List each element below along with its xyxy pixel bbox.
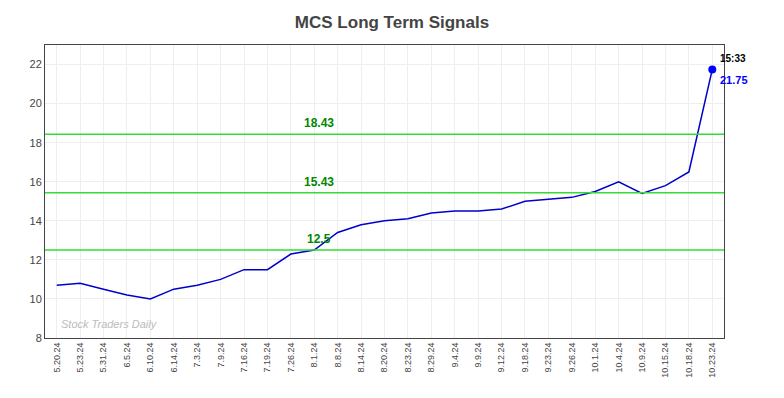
svg-text:14: 14 [30,215,42,227]
svg-text:10.4.24: 10.4.24 [614,343,624,373]
svg-text:10.18.24: 10.18.24 [684,343,694,378]
svg-text:15:33: 15:33 [720,53,746,64]
svg-text:5.23.24: 5.23.24 [75,343,85,373]
svg-text:16: 16 [30,176,42,188]
svg-text:8: 8 [36,332,42,344]
svg-text:7.3.24: 7.3.24 [192,343,202,368]
svg-text:Stock Traders Daily: Stock Traders Daily [61,318,158,330]
svg-text:5.20.24: 5.20.24 [52,343,62,373]
svg-text:20: 20 [30,97,42,109]
svg-text:9.9.24: 9.9.24 [473,343,483,368]
svg-text:9.26.24: 9.26.24 [567,343,577,373]
svg-text:7.19.24: 7.19.24 [262,343,272,373]
svg-text:8.20.24: 8.20.24 [379,343,389,373]
svg-text:7.16.24: 7.16.24 [239,343,249,373]
svg-text:15.43: 15.43 [304,175,334,189]
svg-text:10.23.24: 10.23.24 [707,343,717,378]
svg-text:6.5.24: 6.5.24 [122,343,132,368]
svg-text:18: 18 [30,137,42,149]
svg-text:8.23.24: 8.23.24 [403,343,413,373]
svg-text:9.4.24: 9.4.24 [450,343,460,368]
svg-text:8.14.24: 8.14.24 [356,343,366,373]
svg-text:10: 10 [30,293,42,305]
svg-text:22: 22 [30,58,42,70]
svg-text:9.12.24: 9.12.24 [496,343,506,373]
svg-text:8.29.24: 8.29.24 [426,343,436,373]
svg-text:7.9.24: 7.9.24 [216,343,226,368]
svg-text:12: 12 [30,254,42,266]
svg-text:5.31.24: 5.31.24 [98,343,108,373]
svg-text:9.23.24: 9.23.24 [543,343,553,373]
svg-text:10.15.24: 10.15.24 [660,343,670,378]
svg-text:21.75: 21.75 [720,74,748,86]
svg-text:8.1.24: 8.1.24 [309,343,319,368]
svg-text:MCS Long Term Signals: MCS Long Term Signals [295,13,489,32]
svg-text:6.10.24: 6.10.24 [145,343,155,373]
svg-text:10.1.24: 10.1.24 [590,343,600,373]
svg-text:12.5: 12.5 [307,232,331,246]
svg-text:6.14.24: 6.14.24 [169,343,179,373]
svg-text:9.18.24: 9.18.24 [520,343,530,373]
svg-text:7.26.24: 7.26.24 [286,343,296,373]
svg-text:8.8.24: 8.8.24 [333,343,343,368]
svg-text:18.43: 18.43 [304,116,334,130]
svg-text:10.9.24: 10.9.24 [637,343,647,373]
